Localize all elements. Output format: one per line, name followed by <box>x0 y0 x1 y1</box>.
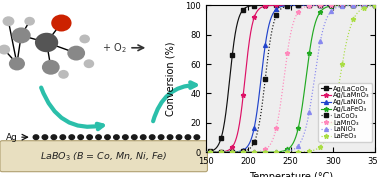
Circle shape <box>167 135 173 139</box>
Circle shape <box>33 135 39 139</box>
Circle shape <box>149 135 155 139</box>
Circle shape <box>79 35 90 43</box>
Circle shape <box>67 46 85 61</box>
FancyArrowPatch shape <box>153 82 196 121</box>
Circle shape <box>42 135 48 139</box>
Legend: Ag/LaCoO₃, Ag/LaMnO₃, Ag/LaNiO₃, Ag/LaFeO₃, LaCoO₃, LaMnO₃, LaNiO₃, LaFeO₃: Ag/LaCoO₃, Ag/LaMnO₃, Ag/LaNiO₃, Ag/LaFe… <box>318 83 372 142</box>
Circle shape <box>141 135 146 139</box>
FancyBboxPatch shape <box>0 141 208 172</box>
Circle shape <box>35 33 58 52</box>
Circle shape <box>78 135 84 139</box>
Circle shape <box>158 135 164 139</box>
Circle shape <box>69 135 74 139</box>
Circle shape <box>51 15 71 32</box>
Circle shape <box>176 135 182 139</box>
Circle shape <box>12 27 31 43</box>
Circle shape <box>122 135 128 139</box>
Circle shape <box>96 135 101 139</box>
Text: + O$_2$: + O$_2$ <box>102 41 127 55</box>
Circle shape <box>87 135 92 139</box>
X-axis label: Temperature (°C): Temperature (°C) <box>249 172 333 177</box>
Circle shape <box>114 135 119 139</box>
Circle shape <box>185 135 191 139</box>
Y-axis label: Conversion (%): Conversion (%) <box>166 42 175 116</box>
Circle shape <box>58 70 69 79</box>
Circle shape <box>0 45 10 55</box>
Circle shape <box>194 135 200 139</box>
Text: Ag: Ag <box>6 133 18 142</box>
Text: LaBO$_3$ (B = Co, Mn, Ni, Fe): LaBO$_3$ (B = Co, Mn, Ni, Fe) <box>40 150 167 163</box>
Circle shape <box>51 135 57 139</box>
Circle shape <box>9 57 25 70</box>
Circle shape <box>105 135 110 139</box>
Circle shape <box>3 16 14 26</box>
FancyArrowPatch shape <box>41 88 103 129</box>
Circle shape <box>84 59 94 68</box>
Circle shape <box>60 135 65 139</box>
Circle shape <box>24 17 35 26</box>
Circle shape <box>42 60 60 75</box>
Circle shape <box>132 135 137 139</box>
